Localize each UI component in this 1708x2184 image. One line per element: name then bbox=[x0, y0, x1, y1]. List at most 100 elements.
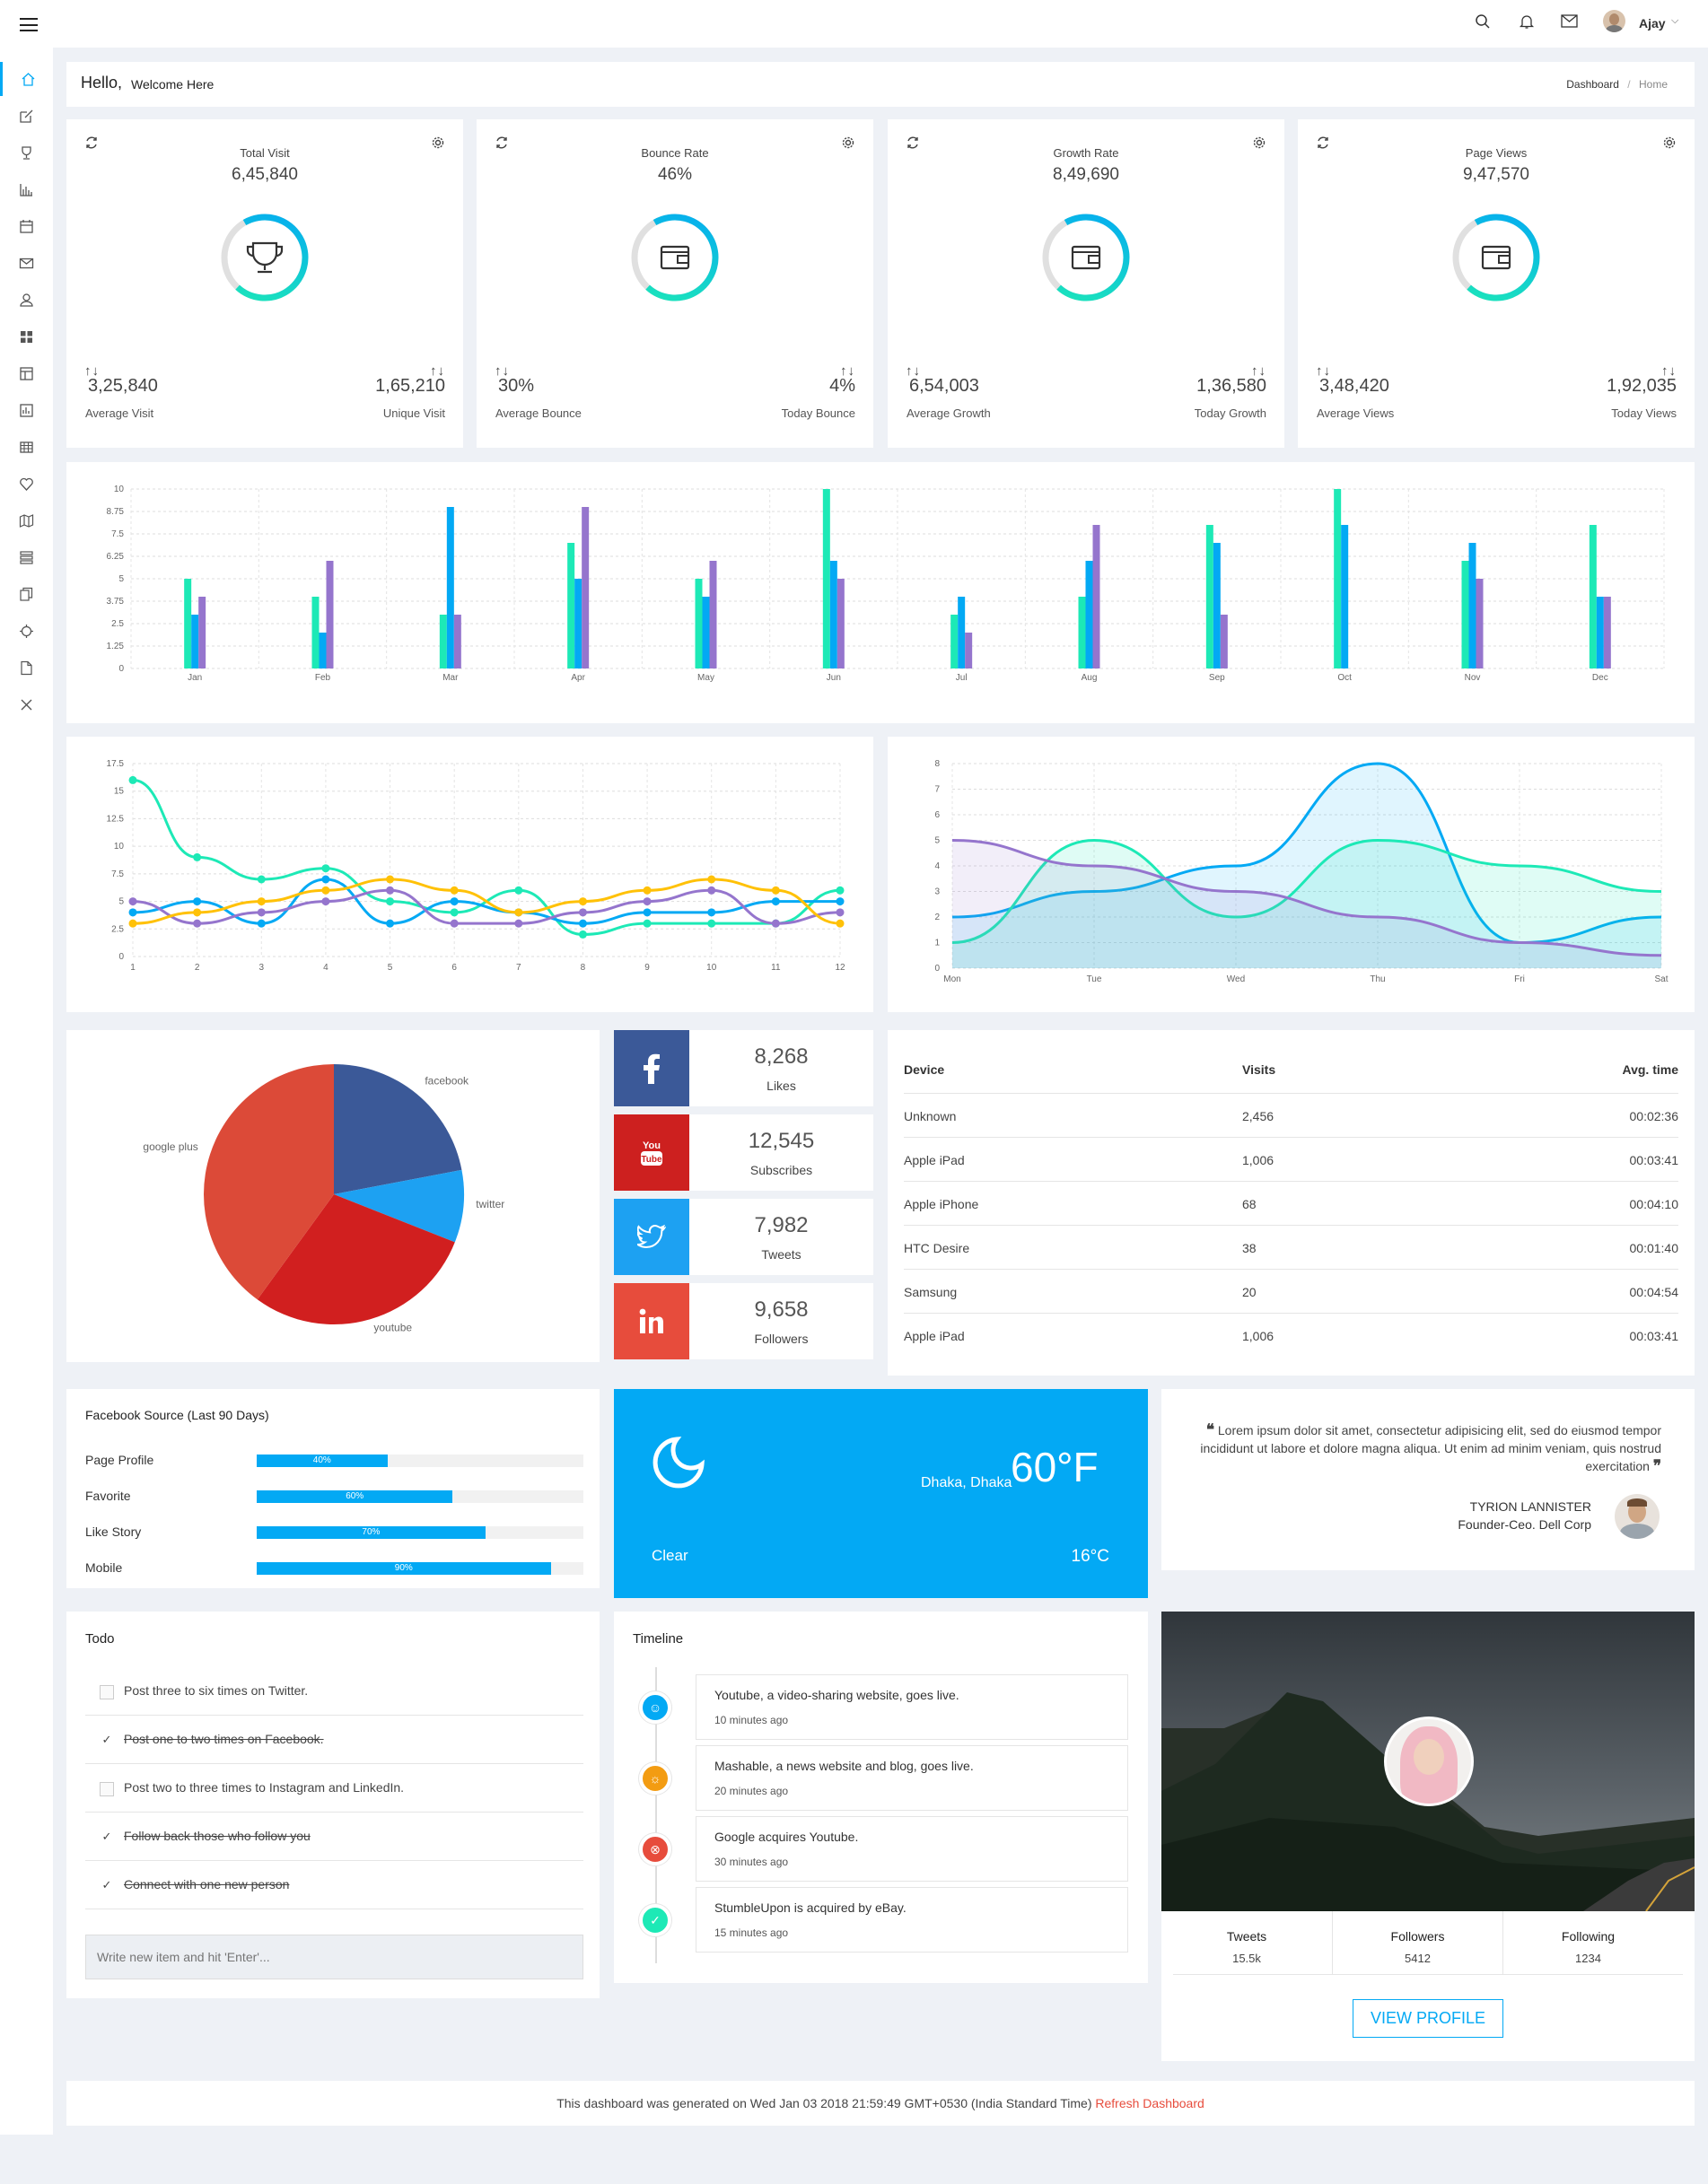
refresh-dashboard-link[interactable]: Refresh Dashboard bbox=[1095, 2096, 1204, 2110]
stat-value: 9,47,570 bbox=[1463, 165, 1529, 184]
refresh-icon[interactable] bbox=[1316, 135, 1330, 150]
bar bbox=[574, 579, 582, 668]
sidebar-item-mail[interactable] bbox=[0, 246, 53, 280]
bar bbox=[582, 507, 590, 668]
todo-checkbox[interactable] bbox=[100, 1782, 114, 1796]
linkedin-icon[interactable] bbox=[614, 1283, 689, 1359]
check-icon: ✓ bbox=[639, 1904, 671, 1936]
quote-author-name: TYRION LANNISTER bbox=[1469, 1499, 1591, 1514]
todo-checkbox[interactable] bbox=[100, 1685, 114, 1699]
view-profile-button[interactable]: VIEW PROFILE bbox=[1353, 1999, 1503, 2038]
bar bbox=[1468, 543, 1476, 668]
up-down-arrows-icon: ↑↓ bbox=[84, 363, 100, 379]
sidebar-item-reports[interactable] bbox=[0, 393, 53, 427]
sidebar-item-pages[interactable] bbox=[0, 577, 53, 611]
pie-slice bbox=[204, 1064, 334, 1300]
bar bbox=[822, 489, 830, 668]
sidebar-item-list[interactable] bbox=[0, 540, 53, 574]
refresh-icon[interactable] bbox=[84, 135, 99, 150]
data-point bbox=[128, 908, 137, 917]
sidebar-item-edit[interactable] bbox=[0, 99, 53, 133]
breadcrumb-dashboard[interactable]: Dashboard bbox=[1566, 78, 1619, 91]
bar bbox=[702, 597, 710, 668]
sidebar-item-layout[interactable] bbox=[0, 356, 53, 390]
sidebar-item-apps[interactable] bbox=[0, 319, 53, 354]
data-point bbox=[386, 886, 395, 895]
sidebar-item-maps[interactable] bbox=[0, 503, 53, 537]
bar-chart-icon bbox=[20, 183, 32, 197]
sidebar-item-user[interactable] bbox=[0, 283, 53, 317]
pie-label: google plus bbox=[143, 1140, 197, 1153]
settings-gear-icon[interactable] bbox=[431, 135, 445, 150]
refresh-icon[interactable] bbox=[906, 135, 920, 150]
search-icon[interactable] bbox=[1475, 13, 1491, 30]
settings-gear-icon[interactable] bbox=[1662, 135, 1677, 150]
table-row: Apple iPad 1,006 00:03:41 bbox=[904, 1313, 1678, 1357]
cell-visits: 2,456 bbox=[1242, 1109, 1274, 1123]
footer: This dashboard was generated on Wed Jan … bbox=[66, 2081, 1695, 2126]
sidebar-item-home[interactable] bbox=[0, 62, 53, 96]
todo-checkbox[interactable]: ✓ bbox=[101, 1733, 112, 1746]
progress-label: Favorite bbox=[85, 1489, 131, 1503]
x-tick-label: Tue bbox=[1087, 974, 1102, 984]
sidebar-item-awards[interactable] bbox=[0, 135, 53, 170]
cell-device: Apple iPhone bbox=[904, 1197, 979, 1211]
facebook-icon[interactable] bbox=[614, 1030, 689, 1106]
breadcrumb-home: Home bbox=[1638, 78, 1668, 91]
data-point bbox=[707, 875, 716, 884]
menu-toggle-icon[interactable] bbox=[20, 18, 38, 31]
pie-slice bbox=[334, 1064, 462, 1194]
stat-progress-ring bbox=[630, 213, 720, 302]
todo-text: Post three to six times on Twitter. bbox=[124, 1683, 309, 1698]
up-down-arrows-icon: ↑↓ bbox=[1251, 363, 1266, 379]
y-tick-label: 2 bbox=[934, 913, 940, 922]
progress-track: 60% bbox=[257, 1490, 583, 1503]
data-point bbox=[386, 875, 395, 884]
data-point bbox=[836, 886, 845, 895]
progress-track: 70% bbox=[257, 1526, 583, 1539]
bell-icon[interactable] bbox=[1519, 13, 1535, 30]
youtube-icon[interactable]: You Tube bbox=[614, 1114, 689, 1191]
copy-icon bbox=[20, 587, 33, 601]
quote-author-avatar bbox=[1615, 1494, 1660, 1539]
sidebar-item-favorites[interactable] bbox=[0, 467, 53, 501]
line-chart-card: 0 2.5 5 7.5 10 12.5 15 17.5 1 2 3 4 5 6 7 8 9 10 11 12 bbox=[66, 737, 873, 1012]
report-icon bbox=[20, 403, 33, 417]
todo-input[interactable] bbox=[85, 1935, 583, 1979]
sidebar-item-charts[interactable] bbox=[0, 172, 53, 206]
pie-slice bbox=[334, 1169, 464, 1243]
user-name[interactable]: Ajay bbox=[1639, 16, 1666, 31]
social-count: 7,982 bbox=[754, 1213, 809, 1237]
todo-checkbox[interactable]: ✓ bbox=[101, 1830, 112, 1843]
timeline-item-title: Mashable, a news website and blog, goes … bbox=[714, 1759, 974, 1773]
settings-gear-icon[interactable] bbox=[1252, 135, 1266, 150]
wallet-icon bbox=[660, 245, 690, 270]
user-avatar[interactable] bbox=[1603, 10, 1625, 32]
stat-left-label: Average Growth bbox=[907, 406, 991, 420]
file-icon bbox=[21, 660, 32, 675]
sidebar-item-calendar[interactable] bbox=[0, 209, 53, 243]
refresh-icon[interactable] bbox=[495, 135, 509, 150]
stat-value: 8,49,690 bbox=[1053, 165, 1119, 184]
sidebar-item-close[interactable] bbox=[0, 687, 53, 721]
settings-gear-icon[interactable] bbox=[841, 135, 855, 150]
profile-stat-label: Following bbox=[1561, 1929, 1616, 1944]
twitter-icon[interactable] bbox=[614, 1199, 689, 1275]
stat-right-label: Today Bounce bbox=[781, 406, 855, 420]
todo-checkbox[interactable]: ✓ bbox=[101, 1878, 112, 1891]
data-point bbox=[578, 919, 587, 928]
weather-condition: Clear bbox=[652, 1547, 688, 1564]
data-point bbox=[514, 919, 523, 928]
y-tick-label: 5 bbox=[118, 574, 124, 584]
map-icon bbox=[19, 513, 34, 528]
bar bbox=[829, 561, 837, 668]
cell-device: Apple iPad bbox=[904, 1329, 965, 1343]
sidebar-item-target[interactable] bbox=[0, 614, 53, 648]
sidebar-item-tables[interactable] bbox=[0, 430, 53, 464]
chevron-down-icon[interactable]: ⌵ bbox=[1671, 15, 1679, 26]
trophy-icon bbox=[246, 241, 284, 274]
bar bbox=[1461, 561, 1469, 668]
sidebar-item-files[interactable] bbox=[0, 651, 53, 685]
mail-icon[interactable] bbox=[1561, 14, 1578, 28]
timeline-item-title: Youtube, a video-sharing website, goes l… bbox=[714, 1688, 959, 1702]
